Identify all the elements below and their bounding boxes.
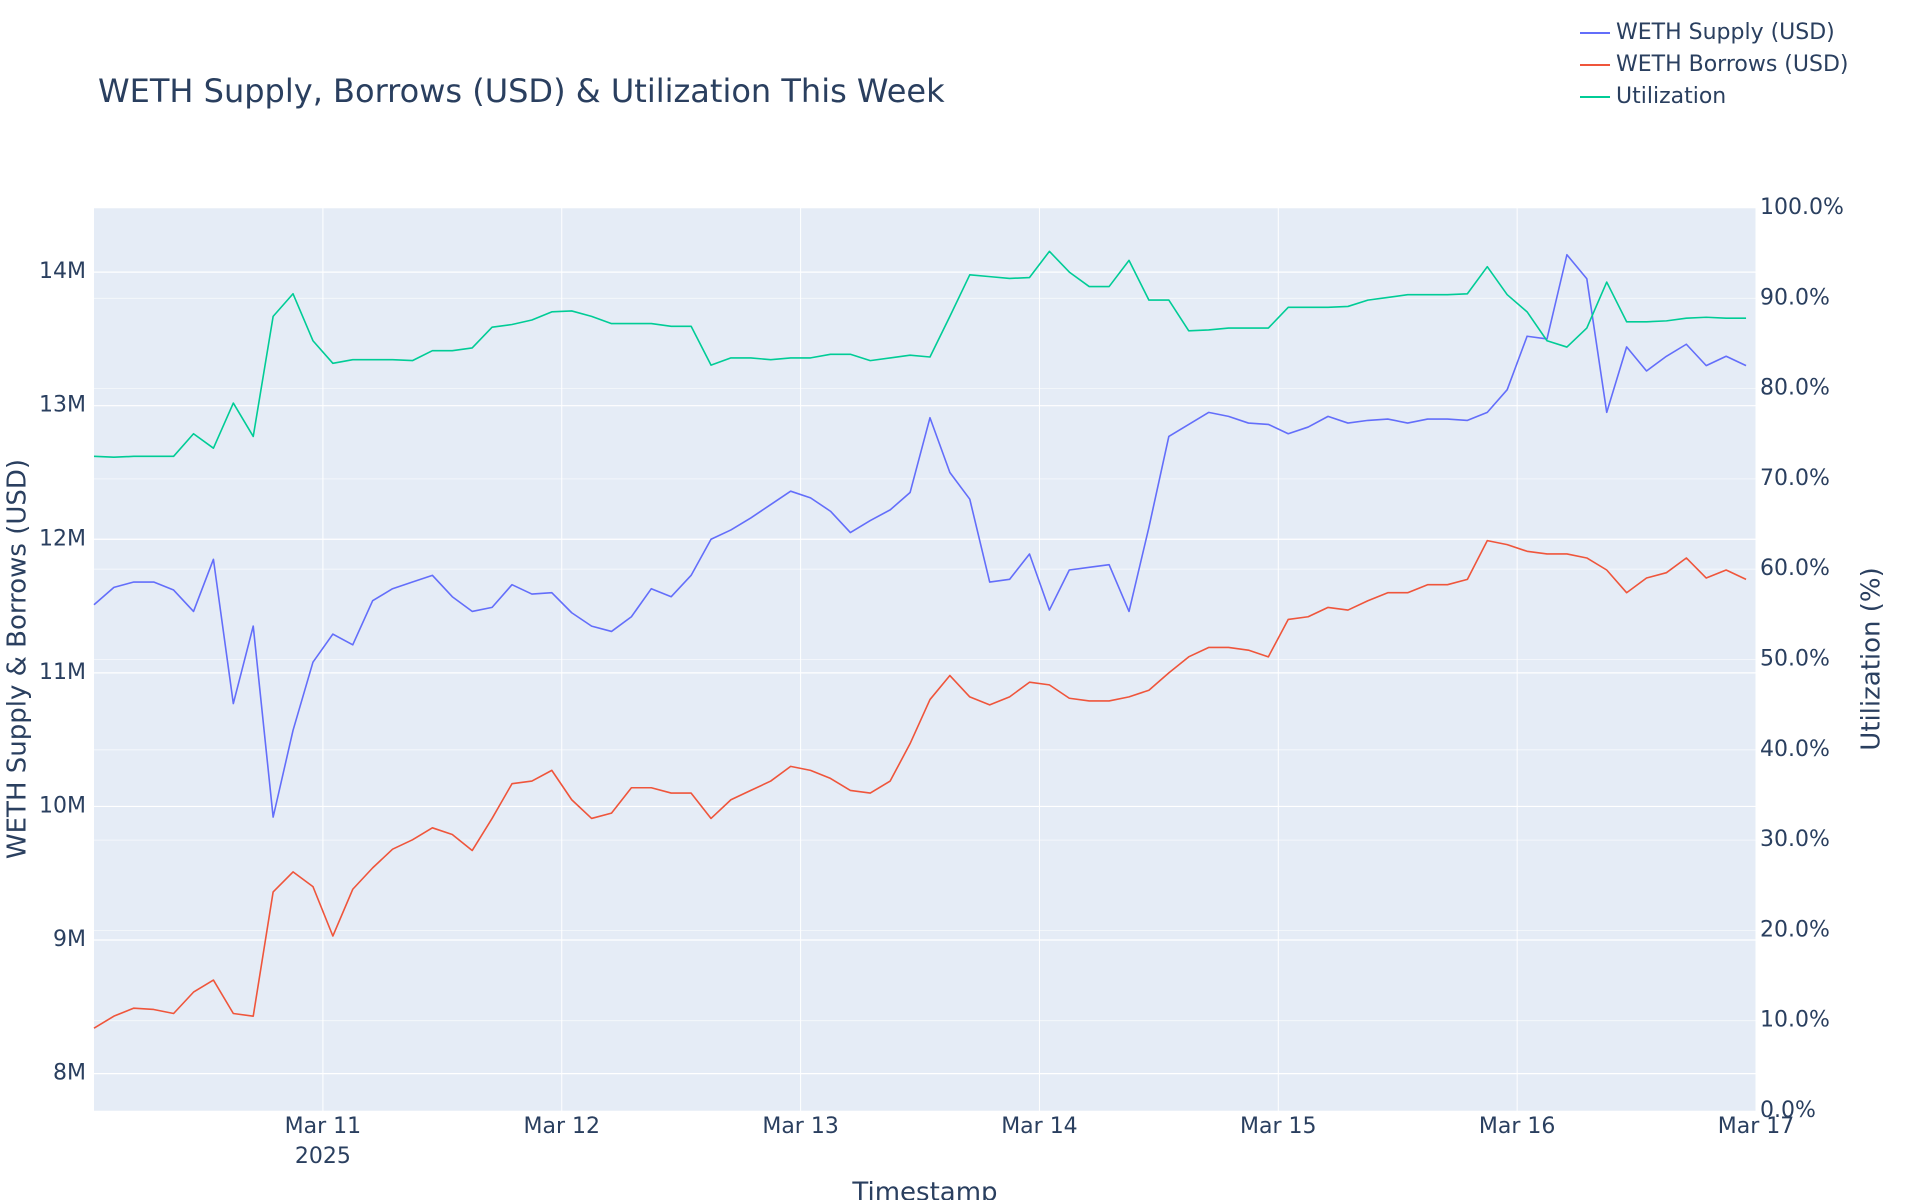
y2-axis-title: Utilization (%) bbox=[1857, 567, 1887, 751]
chart-title: WETH Supply, Borrows (USD) & Utilization… bbox=[98, 72, 945, 110]
y2-tick-label: 40.0% bbox=[1760, 737, 1830, 762]
legend-label: WETH Supply (USD) bbox=[1616, 20, 1835, 45]
x-tick-label: Mar 12 bbox=[523, 1114, 600, 1139]
y2-tick-label: 0.0% bbox=[1760, 1098, 1816, 1123]
y2-tick-label: 80.0% bbox=[1760, 376, 1830, 401]
y-tick-label: 12M bbox=[39, 526, 86, 551]
x-tick-label: Mar 11 bbox=[285, 1114, 362, 1139]
y-tick-label: 9M bbox=[53, 927, 86, 952]
y-tick-label: 14M bbox=[39, 259, 86, 284]
x-tick-label: Mar 17 bbox=[1718, 1114, 1795, 1139]
x-tick-label: Mar 15 bbox=[1240, 1114, 1317, 1139]
legend-label: WETH Borrows (USD) bbox=[1616, 52, 1848, 77]
y2-tick-label: 100.0% bbox=[1760, 195, 1844, 220]
y2-tick-label: 20.0% bbox=[1760, 917, 1830, 942]
x-axis-title: Timestamp bbox=[851, 1178, 997, 1200]
y2-tick-label: 30.0% bbox=[1760, 827, 1830, 852]
legend-label: Utilization bbox=[1616, 84, 1726, 109]
y-tick-label: 11M bbox=[39, 660, 86, 685]
y2-tick-label: 90.0% bbox=[1760, 285, 1830, 310]
x-tick-year: 2025 bbox=[295, 1144, 351, 1169]
x-tick-label: Mar 13 bbox=[762, 1114, 839, 1139]
y-tick-label: 13M bbox=[39, 393, 86, 418]
y-tick-label: 10M bbox=[39, 793, 86, 818]
y2-tick-label: 70.0% bbox=[1760, 466, 1830, 491]
y2-tick-label: 50.0% bbox=[1760, 647, 1830, 672]
x-tick-label: Mar 14 bbox=[1001, 1114, 1078, 1139]
y-axis-title: WETH Supply & Borrows (USD) bbox=[3, 459, 33, 859]
series-line bbox=[93, 250, 1747, 459]
y-tick-label: 8M bbox=[53, 1061, 86, 1086]
x-tick-label: Mar 16 bbox=[1479, 1114, 1556, 1139]
series-line bbox=[93, 539, 1747, 1029]
y2-tick-label: 10.0% bbox=[1760, 1008, 1830, 1033]
y2-tick-label: 60.0% bbox=[1760, 556, 1830, 581]
series-line bbox=[93, 253, 1747, 818]
